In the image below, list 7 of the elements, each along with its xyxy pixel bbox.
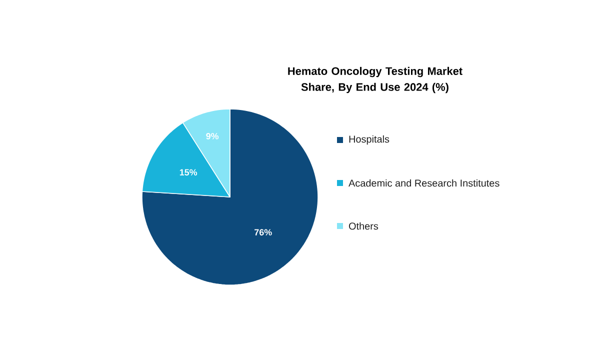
chart-title: Hemato Oncology Testing Market Share, By End Use 2024 (%) — [288, 66, 462, 94]
legend-label: Hospitals — [349, 135, 390, 145]
legend-label: Academic and Research Institutes — [348, 179, 500, 187]
data-label: 9% — [206, 132, 219, 140]
data-label: 76% — [254, 229, 272, 236]
data-label: 15% — [180, 169, 198, 176]
legend-label: Others — [348, 222, 378, 230]
